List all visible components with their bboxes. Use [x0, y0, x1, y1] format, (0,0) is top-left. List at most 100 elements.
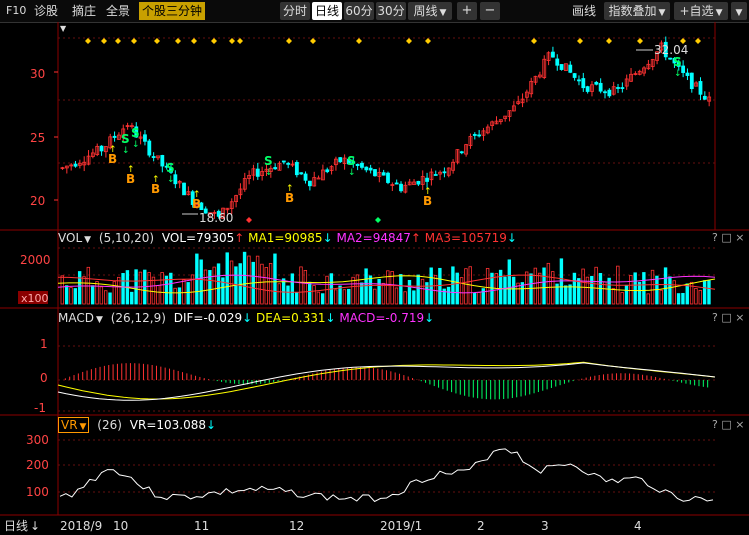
xaxis-period-label[interactable]: 日线: [4, 519, 28, 533]
buy-signal-label: B: [423, 194, 432, 208]
volume-bar: [607, 277, 611, 305]
period-tab-60min[interactable]: 60分: [344, 2, 374, 20]
fullview-button[interactable]: 全景: [106, 4, 131, 18]
candle-body: [399, 183, 403, 192]
volume-bar: [338, 285, 342, 305]
help-icon[interactable]: ?: [712, 231, 718, 244]
volume-bar: [577, 278, 581, 305]
buy-signal-label: B: [192, 197, 201, 211]
f10-button[interactable]: F10: [6, 4, 27, 17]
candle-body: [299, 172, 304, 175]
volume-ma-line: [57, 274, 716, 293]
volume-bar: [138, 271, 143, 305]
vol-indicator-selector[interactable]: VOL ▼: [58, 231, 91, 245]
close-icon[interactable]: ×: [735, 418, 745, 431]
candle-body: [351, 161, 356, 164]
index-overlay-dropdown[interactable]: 指数叠加 ▼: [604, 2, 670, 20]
help-icon[interactable]: ?: [712, 311, 718, 324]
chevron-down-icon: ▼: [735, 8, 743, 18]
candle-body: [611, 86, 616, 95]
volume-bar: [620, 292, 624, 305]
volume-bar: [199, 259, 203, 305]
close-icon[interactable]: ×: [735, 231, 745, 244]
candle-body: [607, 89, 612, 97]
three-minute-button[interactable]: 个股三分钟: [139, 2, 206, 20]
volume-bar: [95, 281, 99, 305]
period-tab-daily[interactable]: 日线: [312, 2, 342, 20]
volume-bar: [451, 266, 455, 305]
macd-indicator-selector[interactable]: MACD ▼: [58, 311, 103, 325]
volume-bar: [568, 284, 572, 305]
volume-bar: [446, 286, 451, 305]
candle-body: [642, 67, 646, 74]
candle-body: [347, 158, 351, 165]
down-arrow-icon: ↓: [674, 69, 682, 79]
volume-bar: [420, 278, 425, 305]
candle-body: [312, 177, 317, 187]
candle-body: [216, 210, 221, 217]
candle-body: [104, 146, 108, 153]
volume-bar: [203, 269, 208, 305]
signal-diamond: [425, 38, 431, 44]
restore-icon[interactable]: □: [721, 418, 732, 431]
candle-body: [568, 64, 573, 73]
candle-body: [646, 63, 651, 70]
candle-body: [195, 204, 199, 208]
candle-body: [685, 72, 690, 76]
volume-bar: [208, 270, 212, 305]
candle-body: [459, 151, 464, 154]
zoom-in-button[interactable]: +: [457, 2, 477, 20]
vr-indicator-selector[interactable]: VR ▼: [58, 417, 90, 433]
diagnose-button[interactable]: 诊股: [34, 4, 59, 18]
zoom-out-button[interactable]: −: [480, 2, 500, 20]
volume-bar: [707, 280, 711, 305]
candle-body: [516, 101, 521, 104]
volume-bar: [633, 272, 637, 305]
volume-bar: [689, 281, 694, 305]
volume-bar: [342, 289, 347, 305]
volume-ma-line: [57, 274, 716, 294]
more-button[interactable]: ▼: [731, 2, 747, 20]
period-tab-30min[interactable]: 30分: [376, 2, 406, 20]
vol-title: VOL: [58, 231, 83, 245]
volume-bar: [156, 285, 160, 305]
candle-body: [438, 171, 442, 175]
volume-bar: [316, 291, 321, 305]
candle-body: [95, 145, 100, 155]
macd-params: (26,12,9): [110, 311, 166, 325]
help-icon[interactable]: ?: [712, 418, 718, 431]
grab-button[interactable]: 摘庄: [72, 4, 97, 18]
volume-bar: [433, 274, 438, 305]
volume-bar: [238, 263, 242, 305]
candle-body: [416, 180, 421, 185]
close-icon[interactable]: ×: [735, 311, 745, 324]
candle-body: [498, 119, 503, 123]
candle-body: [117, 134, 121, 140]
volume-bar: [364, 268, 368, 305]
restore-icon[interactable]: □: [721, 311, 732, 324]
candle-body: [77, 162, 82, 166]
candle-body: [342, 157, 347, 164]
period-tab-intraday[interactable]: 分时: [280, 2, 310, 20]
candle-body: [251, 168, 256, 176]
macd-panel-controls: ? □ ×: [712, 311, 744, 324]
candle-body: [624, 78, 629, 87]
candle-body: [247, 175, 252, 179]
candle-body: [82, 161, 87, 166]
xaxis-down-arrow-icon[interactable]: ↓: [30, 519, 40, 533]
candle-body: [316, 177, 321, 180]
up-arrow-icon: ↑: [410, 231, 421, 245]
volume-bar: [182, 279, 186, 305]
signal-diamond: [101, 38, 107, 44]
restore-icon[interactable]: □: [721, 231, 732, 244]
candle-body: [268, 167, 273, 172]
candle-body: [208, 212, 212, 215]
candle-body: [151, 156, 156, 158]
low-diamond-red: [246, 217, 252, 223]
draw-line-button[interactable]: 画线: [572, 4, 597, 18]
chart-options-icon[interactable]: ▼: [60, 24, 67, 33]
add-watchlist-dropdown[interactable]: +自选 ▼: [674, 2, 728, 20]
price-tick-20: 20: [30, 194, 45, 208]
period-tab-weekly[interactable]: 周线 ▼: [408, 2, 452, 20]
vol-unit-label: x100: [21, 292, 49, 305]
